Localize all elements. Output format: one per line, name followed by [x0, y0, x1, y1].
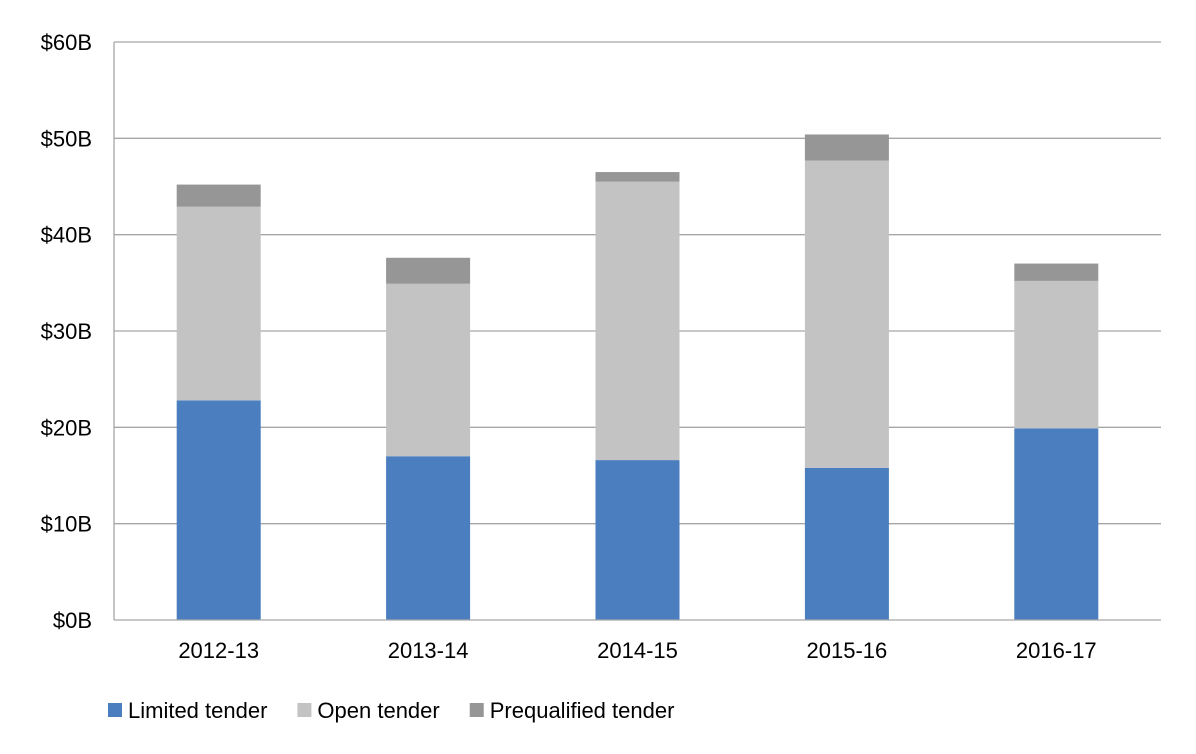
- y-tick-label: $10B: [41, 512, 92, 537]
- x-tick-label: 2014-15: [597, 638, 678, 663]
- x-tick-label: 2015-16: [807, 638, 888, 663]
- bar-segment-limited-tender: [386, 456, 471, 620]
- bar-segment-prequalified-tender: [804, 134, 889, 161]
- x-tick-label: 2016-17: [1016, 638, 1097, 663]
- legend-label: Open tender: [317, 698, 439, 723]
- y-tick-label: $30B: [41, 319, 92, 344]
- bar-segment-limited-tender: [595, 460, 680, 620]
- y-tick-label: $50B: [41, 126, 92, 151]
- bar-segment-prequalified-tender: [1014, 263, 1099, 281]
- bars: [176, 134, 1099, 620]
- y-tick-label: $20B: [41, 415, 92, 440]
- bar-segment-open-tender: [1014, 280, 1099, 429]
- bar-segment-prequalified-tender: [176, 184, 261, 207]
- legend: Limited tender Open tender Prequalified te…: [108, 698, 674, 723]
- legend-swatch: [297, 703, 312, 717]
- legend-swatch: [469, 703, 484, 717]
- bar-segment-open-tender: [176, 206, 261, 401]
- bar-segment-limited-tender: [804, 467, 889, 620]
- y-tick-label: $40B: [41, 223, 92, 248]
- axes: $0B $10B $20B $30B $40B $50B $60B 2012-13 2013-1…: [41, 30, 1161, 663]
- bar-segment-open-tender: [595, 181, 680, 461]
- bar-segment-prequalified-tender: [386, 257, 471, 284]
- bar-segment-prequalified-tender: [595, 172, 680, 182]
- bar-segment-limited-tender: [1014, 428, 1099, 620]
- x-tick-label: 2013-14: [388, 638, 469, 663]
- legend-label: Prequalified tender: [490, 698, 675, 723]
- legend-label: Limited tender: [128, 698, 267, 723]
- bar-segment-limited-tender: [176, 400, 261, 620]
- bar-segment-open-tender: [386, 283, 471, 457]
- x-tick-label: 2012-13: [178, 638, 259, 663]
- y-tick-label: $60B: [41, 30, 92, 55]
- legend-swatch: [108, 703, 122, 717]
- bar-segment-open-tender: [804, 160, 889, 468]
- y-tick-label: $0B: [53, 608, 92, 633]
